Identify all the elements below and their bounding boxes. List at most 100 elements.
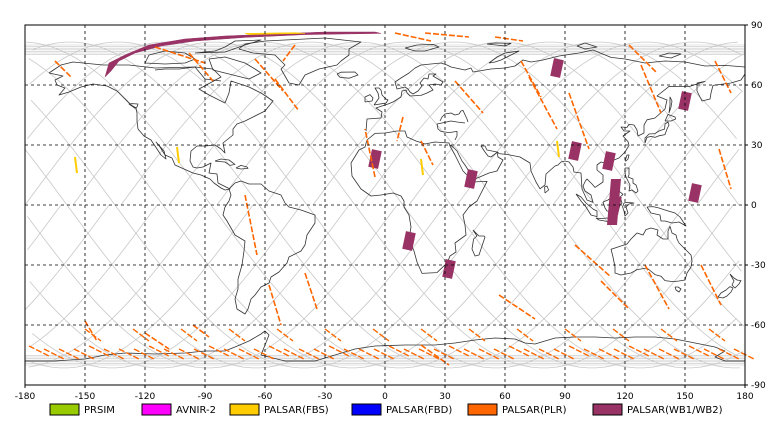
plr-swath <box>268 345 290 357</box>
coastline <box>646 206 687 227</box>
plr-swath <box>628 345 650 357</box>
plr-swath <box>643 348 665 360</box>
y-tick-label: 0 <box>751 201 757 211</box>
wb-swath-arctic <box>104 31 382 78</box>
plr-swath <box>304 272 318 310</box>
coastline <box>644 121 670 144</box>
plr-swath <box>28 345 50 357</box>
y-tick-label: 90 <box>751 21 763 31</box>
plr-swath <box>372 328 390 342</box>
plr-swath <box>313 348 335 360</box>
plr-swath <box>298 348 320 360</box>
plr-swath <box>420 328 438 342</box>
coastline <box>610 226 693 282</box>
plr-swath <box>163 348 185 360</box>
wb-scene <box>550 58 564 78</box>
plr-swath <box>358 348 380 360</box>
plr-swath <box>660 328 678 342</box>
x-tick-label: -150 <box>75 392 96 402</box>
plr-swath <box>714 60 732 94</box>
coastline <box>365 49 746 132</box>
coastline <box>373 87 389 106</box>
plr-swath <box>394 32 432 42</box>
plr-swath <box>178 348 200 360</box>
x-tick-label: 0 <box>382 392 388 402</box>
plr-swath <box>388 345 410 357</box>
x-tick-label: -30 <box>318 392 333 402</box>
y-tick-label: -90 <box>751 381 766 391</box>
plr-swath <box>133 348 155 360</box>
plr-swath <box>208 345 230 357</box>
coastline <box>449 73 746 203</box>
coastline <box>350 130 488 274</box>
coastline <box>544 185 549 194</box>
x-tick-label: 150 <box>676 392 693 402</box>
plr-swath <box>612 328 630 342</box>
wb-scene <box>678 91 692 111</box>
coastline <box>717 286 734 299</box>
x-tick-label: -90 <box>198 392 213 402</box>
coastline <box>235 165 249 170</box>
plr-swath <box>154 46 206 64</box>
orbit-track <box>24 41 737 369</box>
coastline <box>488 50 520 64</box>
plr-swath <box>468 328 486 342</box>
longitude-labels: -180 -150 -120 -90 -60 -30 0 30 60 90 120 150 180 <box>15 385 754 402</box>
wb-scene <box>464 169 478 189</box>
coastline <box>336 71 359 79</box>
y-tick-label: -60 <box>751 321 766 331</box>
plr-swath <box>343 348 365 360</box>
coastline <box>486 42 512 47</box>
orbit-track <box>30 41 743 369</box>
plr-swath <box>508 345 530 357</box>
legend-label: PALSAR(FBS) <box>264 405 329 416</box>
legend: PRSIM AVNIR-2 PALSAR(FBS) PALSAR(FBD) PALSAR… <box>49 403 723 416</box>
plr-swath <box>528 76 558 130</box>
plr-swath <box>373 348 395 360</box>
legend-label: PALSAR(WB1/WB2) <box>627 405 723 416</box>
orbit-track <box>26 41 738 369</box>
fbs-swath-arctic <box>244 32 306 35</box>
plr-swath <box>613 348 635 360</box>
plr-swath <box>448 345 470 357</box>
coastline <box>576 42 598 50</box>
plr-swath <box>498 294 536 320</box>
plr-swath <box>324 328 342 342</box>
plr-swath <box>600 280 630 310</box>
fbs-mark <box>74 156 78 174</box>
plr-swath <box>583 348 605 360</box>
coastline <box>436 120 466 141</box>
wb-scene <box>568 141 582 161</box>
plr-swath <box>274 78 300 112</box>
plr-swath <box>598 348 620 360</box>
orbit-track <box>24 41 737 369</box>
plr-swath <box>516 328 534 342</box>
plr-swath <box>192 324 210 338</box>
legend-label: PALSAR(FBD) <box>386 405 452 416</box>
plr-swath <box>420 344 450 366</box>
y-tick-label: 30 <box>751 141 763 151</box>
coastline <box>622 202 635 217</box>
plr-swath <box>703 348 725 360</box>
plr-swath <box>553 348 575 360</box>
plr-swath <box>628 44 658 74</box>
plr-swath <box>282 44 296 62</box>
x-tick-label: -60 <box>258 392 273 402</box>
coastline <box>664 114 676 122</box>
coastline <box>208 56 262 80</box>
plr-swath <box>673 348 695 360</box>
plr-swath <box>84 328 102 342</box>
plr-swath <box>244 194 258 256</box>
plr-swath <box>700 264 722 306</box>
plr-swath <box>463 348 485 360</box>
coastline <box>214 158 236 166</box>
coastline <box>658 52 682 59</box>
coastline <box>144 50 196 65</box>
plr-swath <box>276 328 294 342</box>
plr-swath <box>328 345 350 357</box>
legend-swatch <box>141 403 172 416</box>
plr-swath <box>454 80 484 114</box>
coastline <box>404 44 440 52</box>
coastline <box>48 61 274 191</box>
plr-swath <box>253 348 275 360</box>
